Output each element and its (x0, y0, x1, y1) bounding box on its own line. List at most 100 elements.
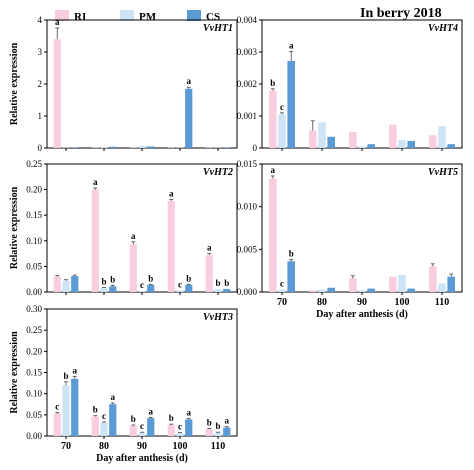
vvht4-ytick-label: 0.003 (237, 47, 258, 57)
vvht5-xtick-label: 70 (277, 297, 287, 308)
vvht2-ytick-label: 0.15 (26, 210, 42, 220)
vvht1-plot-frame (47, 20, 237, 148)
vvht4-bar-cs-80 (327, 137, 335, 148)
vvht3-panel-title: VvHT3 (203, 312, 233, 323)
vvht2-sig-letter: a (169, 188, 174, 198)
vvht2-bar-ri-90 (130, 244, 137, 292)
vvht3-sig-letter: a (148, 406, 153, 416)
vvht5-bar-cs-90 (367, 289, 375, 292)
vvht3-sig-letter: a (110, 392, 115, 402)
vvht2-bar-ri-110 (206, 255, 213, 292)
vvht5-xlabel: Day after anthesis (d) (316, 309, 408, 320)
vvht1-bar-cs-90 (147, 146, 154, 148)
vvht2-ylabel: Relative expression (9, 186, 20, 269)
vvht5-bar-cs-110 (447, 277, 455, 292)
vvht5-xtick-label: 90 (357, 297, 367, 308)
vvht2-ytick-label: 0.00 (26, 287, 42, 297)
vvht4-bar-pm-100 (398, 140, 406, 148)
vvht2-bar-cs-100 (185, 285, 192, 292)
vvht3-bar-ri-80 (92, 417, 99, 436)
vvht1-ytick-label: 4 (38, 15, 43, 25)
vvht2-bar-pm-70 (62, 281, 69, 292)
vvht5-bar-pm-90 (358, 290, 366, 292)
vvht2-bar-cs-70 (71, 276, 78, 292)
vvht3-bar-pm-70 (62, 385, 69, 436)
vvht4-bar-pm-90 (358, 146, 366, 148)
vvht3-sig-letter: b (169, 413, 174, 423)
vvht1-ylabel: Relative expression (9, 42, 20, 125)
vvht5-bar-ri-80 (309, 290, 317, 292)
vvht2-sig-letter: c (140, 280, 144, 290)
vvht4-bar-pm-70 (278, 114, 286, 148)
vvht4-bar-pm-110 (438, 126, 446, 148)
vvht5-bar-pm-70 (278, 289, 286, 292)
vvht3-xtick-label: 70 (61, 441, 71, 452)
vvht5-bar-cs-70 (287, 261, 295, 292)
vvht1-sig-letter: a (186, 76, 191, 86)
vvht3-sig-letter: c (55, 402, 59, 412)
vvht3-xlabel: Day after anthesis (d) (96, 453, 188, 464)
vvht4-bar-cs-90 (367, 144, 375, 148)
vvht2-sig-letter: a (93, 177, 98, 187)
vvht2-sig-letter: b (215, 278, 220, 288)
legend-label-pm: PM (139, 11, 157, 23)
vvht2-bar-cs-110 (223, 289, 230, 292)
vvht5-sig-letter: c (280, 278, 284, 288)
vvht5-ytick-label: 0.005 (237, 244, 258, 254)
vvht4-panel-title: VvHT4 (428, 23, 458, 34)
vvht2-bar-pm-90 (138, 291, 145, 292)
vvht3-xtick-label: 90 (137, 441, 147, 452)
vvht2-bar-ri-80 (92, 190, 99, 292)
vvht5-bar-ri-70 (269, 179, 277, 292)
vvht3-sig-letter: c (178, 422, 182, 432)
vvht4-bar-cs-110 (447, 144, 455, 148)
vvht3-ylabel: Relative expression (9, 331, 20, 414)
vvht4-bar-cs-100 (407, 141, 415, 148)
vvht3-sig-letter: b (207, 417, 212, 427)
vvht4-sig-letter: c (280, 102, 284, 112)
vvht4-bar-pm-80 (318, 122, 326, 148)
vvht4-bar-ri-70 (269, 90, 277, 148)
vvht2-sig-letter: b (224, 278, 229, 288)
vvht2-sig-letter: b (148, 273, 153, 283)
vvht3-bar-cs-80 (109, 404, 116, 436)
vvht2-bar-ri-70 (54, 277, 61, 292)
vvht1-bar-ri-70 (54, 39, 61, 148)
legend-label-cs: CS (206, 11, 220, 23)
vvht5-sig-letter: b (289, 249, 294, 259)
vvht5-bar-pm-80 (318, 289, 326, 292)
vvht4-ytick-label: 0.004 (237, 15, 258, 25)
legend: RI PM CS (55, 10, 220, 23)
vvht3-sig-letter: c (140, 421, 144, 431)
vvht3-bar-cs-110 (223, 428, 230, 436)
vvht1-panel-title: VvHT1 (203, 23, 233, 34)
vvht3-bar-ri-100 (168, 425, 175, 436)
vvht5-bar-cs-80 (327, 288, 335, 292)
vvht4-ytick-label: 0.002 (237, 79, 257, 89)
vvht3-sig-letter: b (93, 405, 98, 415)
vvht3-sig-letter: a (186, 408, 191, 418)
vvht4-ytick-label: 0 (253, 143, 258, 153)
vvht5-xtick-label: 80 (317, 297, 327, 308)
vvht3-sig-letter: c (102, 411, 106, 421)
legend-swatch-pm (120, 10, 134, 21)
vvht4-bar-ri-80 (309, 130, 317, 148)
vvht3-bar-pm-90 (138, 433, 145, 436)
vvht3-xtick-label: 80 (99, 441, 109, 452)
vvht2-bar-cs-80 (109, 286, 116, 292)
vvht4-sig-letter: a (289, 40, 294, 50)
vvht3-ytick-label: 0.25 (26, 325, 42, 335)
vvht5-bar-pm-110 (438, 283, 446, 292)
vvht2-bar-ri-100 (168, 201, 175, 292)
vvht2-sig-letter: c (178, 279, 182, 289)
vvht5-bar-pm-100 (398, 275, 406, 292)
vvht3-sig-letter: a (72, 365, 77, 375)
vvht2-panel-title: VvHT2 (203, 167, 233, 178)
